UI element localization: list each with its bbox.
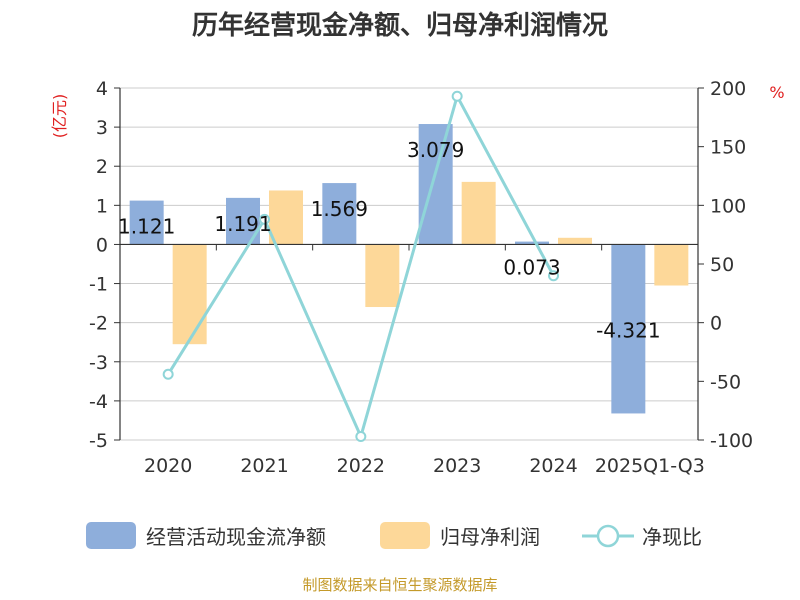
cashflow-data-label: 1.569 bbox=[311, 197, 368, 221]
ratio-point bbox=[451, 90, 463, 102]
left-tick-label: 4 bbox=[96, 78, 108, 100]
right-tick-label: 200 bbox=[710, 78, 746, 100]
ratio-point bbox=[259, 213, 270, 225]
left-tick-label: -2 bbox=[89, 313, 108, 335]
profit-bar bbox=[172, 244, 207, 345]
cashflow-bar bbox=[129, 200, 164, 245]
cashflow-data-label: -4.321 bbox=[596, 318, 660, 342]
left-tick-label: -4 bbox=[89, 391, 108, 413]
cashflow-data-label: 3.079 bbox=[407, 138, 464, 162]
left-tick-label: -5 bbox=[89, 430, 108, 452]
right-axis-unit: % bbox=[769, 83, 784, 102]
legend-marker bbox=[596, 524, 620, 548]
cashflow-bar bbox=[611, 244, 646, 414]
axes: 4 3 2 1 0 -1 -2 -3 -4 -5 200 150 100 50 0 -50 -100 2020 20… bbox=[89, 78, 753, 477]
source-note: 制图数据来自恒生聚源数据库 bbox=[302, 576, 497, 594]
profit-bar bbox=[654, 244, 689, 286]
left-tick-label: -1 bbox=[89, 274, 108, 296]
cashflow-data-label: 1.121 bbox=[118, 215, 175, 239]
bars bbox=[129, 124, 689, 414]
legend-label: 净现比 bbox=[642, 525, 702, 549]
ratio-line-path bbox=[166, 92, 555, 441]
category-label: 2021 bbox=[240, 455, 288, 477]
legend-swatch bbox=[380, 522, 430, 549]
ratio-point bbox=[548, 270, 559, 282]
cashflow-bar bbox=[418, 124, 453, 245]
right-tick-label: -50 bbox=[710, 371, 741, 393]
profit-bar bbox=[558, 237, 592, 245]
cashflow-data-label: 0.073 bbox=[503, 256, 560, 280]
right-tick-label: 0 bbox=[710, 313, 722, 335]
category-label: 2025Q1-Q3 bbox=[595, 455, 705, 477]
left-tick-label: -3 bbox=[89, 352, 108, 374]
left-axis-unit: (亿元) bbox=[50, 94, 69, 139]
profit-bar bbox=[461, 181, 496, 245]
legend: 经营活动现金流净额 归母净利润 净现比 bbox=[86, 522, 702, 549]
legend-label: 归母净利润 bbox=[440, 525, 540, 549]
category-label: 2024 bbox=[529, 455, 577, 477]
legend-swatch bbox=[86, 522, 136, 549]
left-tick-label: 1 bbox=[96, 195, 108, 217]
cashflow-bar bbox=[515, 241, 549, 245]
chart-title: 历年经营现金净额、归母净利润情况 bbox=[192, 10, 608, 41]
right-tick-label: 100 bbox=[710, 195, 746, 217]
profit-bar bbox=[365, 244, 400, 308]
cashflow-bar bbox=[322, 183, 357, 245]
data-labels: 1.121 1.191 1.569 3.079 0.073 -4.321 bbox=[118, 138, 661, 342]
ratio-line bbox=[162, 90, 559, 442]
category-label: 2023 bbox=[433, 455, 481, 477]
left-tick-label: 0 bbox=[96, 234, 108, 256]
right-tick-label: -100 bbox=[710, 430, 753, 452]
ratio-point bbox=[162, 368, 174, 380]
cashflow-data-label: 1.191 bbox=[214, 212, 271, 236]
left-tick-label: 3 bbox=[96, 117, 108, 139]
left-tick-label: 2 bbox=[96, 156, 108, 178]
right-tick-label: 150 bbox=[710, 137, 746, 159]
legend-label: 经营活动现金流净额 bbox=[146, 525, 326, 549]
category-label: 2022 bbox=[337, 455, 385, 477]
right-tick-label: 50 bbox=[710, 254, 734, 276]
category-label: 2020 bbox=[144, 455, 192, 477]
ratio-point bbox=[355, 430, 367, 442]
profit-bar bbox=[269, 190, 303, 245]
